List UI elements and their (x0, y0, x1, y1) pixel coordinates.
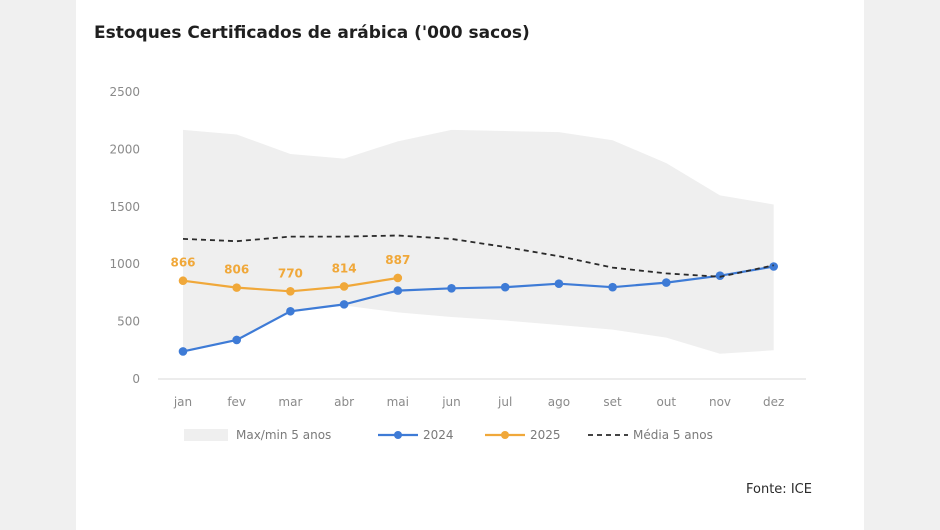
y-tick-label: 1000 (109, 257, 140, 271)
series-2025-point (393, 273, 403, 283)
series-2024-point (662, 278, 671, 287)
y-tick-label: 500 (117, 315, 140, 329)
legend-swatch-marker (394, 431, 402, 439)
plot-area: 0 500 1000 1500 2000 2500 jan fev mar abr mai jun ju… (109, 85, 806, 409)
y-tick-label: 0 (132, 372, 140, 386)
x-tick-label: out (656, 395, 676, 409)
series-2025-point (339, 282, 349, 291)
series-2024-point (393, 286, 403, 295)
legend-label: Média 5 anos (633, 428, 713, 442)
data-label: 806 (224, 263, 249, 277)
data-label: 887 (385, 253, 410, 267)
x-tick-label: ago (548, 395, 570, 409)
series-2024-line (182, 265, 774, 353)
x-tick-label: fev (227, 395, 246, 409)
x-tick-label: jul (497, 395, 512, 409)
x-tick-label: mar (278, 395, 302, 409)
x-tick-label: dez (763, 395, 784, 409)
x-tick-label: jun (441, 395, 461, 409)
x-tick-label: nov (709, 395, 731, 409)
x-tick-label: mai (387, 395, 409, 409)
series-2024-point (447, 284, 456, 293)
series-2024-point (608, 282, 617, 292)
series-2024-point (232, 335, 241, 345)
series-2025-point (286, 286, 295, 296)
series-2024-point (178, 347, 188, 356)
x-tick-label: jan (173, 395, 192, 409)
y-tick-label: 2500 (109, 85, 140, 99)
legend-swatch-marker (501, 431, 509, 439)
series-2025-point (178, 276, 188, 286)
data-label: 814 (332, 261, 357, 275)
data-label: 866 (170, 256, 195, 270)
series-2024-point (769, 262, 778, 271)
data-label: 770 (278, 266, 303, 280)
legend-label: Max/min 5 anos (236, 428, 331, 442)
chart-title: Estoques Certificados de arábica ('000 s… (94, 23, 530, 43)
legend-label: 2024 (423, 428, 454, 442)
legend: Max/min 5 anos 2024 2025 Média 5 anos (184, 428, 713, 442)
series-2024-point (500, 282, 510, 292)
source-note: Fonte: ICE (746, 482, 812, 497)
legend-swatch-band (184, 429, 228, 441)
series-2024-point (715, 271, 725, 280)
series-m-dia-5-anos-line (182, 234, 774, 278)
series-2024-point (286, 306, 295, 316)
y-tick-label: 1500 (109, 200, 140, 214)
series-2024-point (339, 300, 349, 309)
chart: Estoques Certificados de arábica ('000 s… (94, 23, 812, 497)
x-tick-label: abr (334, 395, 354, 409)
series-2025-point (232, 283, 241, 292)
y-tick-label: 2000 (109, 142, 140, 156)
series-2024-point (554, 279, 564, 289)
x-tick-label: set (603, 395, 622, 409)
band-max-min (183, 129, 774, 354)
legend-label: 2025 (530, 428, 561, 442)
chart-card: Estoques Certificados de arábica ('000 s… (76, 0, 864, 530)
